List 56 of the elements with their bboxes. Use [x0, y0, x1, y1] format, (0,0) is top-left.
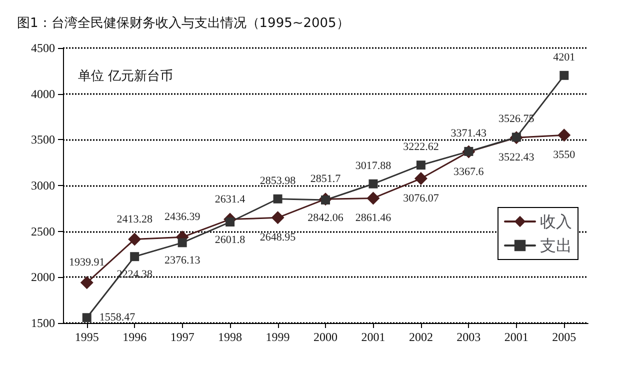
- data-label: 3222.62: [403, 141, 439, 154]
- point: [130, 252, 140, 262]
- point: [273, 194, 282, 204]
- x-tick-label: 2001: [361, 330, 386, 344]
- data-label: 2851.7: [310, 173, 342, 186]
- data-label: 2436.39: [164, 211, 201, 224]
- data-label: 2861.46: [355, 212, 392, 224]
- data-label: 2853.98: [260, 174, 296, 187]
- y-tick-label: 3500: [31, 132, 55, 147]
- y-tick-label: 4500: [31, 41, 55, 55]
- data-label: 2413.28: [116, 213, 153, 226]
- point: [414, 172, 428, 186]
- x-tick-label: 2002: [408, 330, 433, 344]
- x-tick-label: 1995: [74, 330, 99, 344]
- point: [82, 313, 92, 322]
- y-tick-label: 2500: [31, 224, 55, 238]
- annotation: 单位 亿元新台币: [78, 69, 174, 84]
- data-label: 3522.43: [498, 152, 535, 164]
- point: [416, 160, 426, 170]
- data-label: 1558.47: [99, 312, 136, 324]
- point: [80, 276, 94, 290]
- data-label: 3076.07: [403, 192, 440, 205]
- data-label: 2631.4: [214, 193, 246, 206]
- chart-title: 图1：台湾全民健保财务收入与支出情况（1995~2005）: [17, 15, 350, 31]
- data-label: 2376.13: [164, 254, 201, 267]
- point: [128, 232, 142, 246]
- point: [226, 218, 235, 226]
- y-tick-label: 3000: [31, 178, 55, 192]
- x-tick-label: 1998: [218, 330, 242, 344]
- y-tick-label: 2000: [31, 270, 55, 284]
- x-tick-label: 2001: [504, 330, 528, 344]
- point: [271, 211, 284, 224]
- data-label: 3550: [553, 149, 576, 162]
- x-tick-label: 2005: [552, 330, 576, 344]
- data-label: 3371.43: [450, 127, 488, 140]
- x-tick-label: 1999: [266, 330, 290, 344]
- legend-label: 支出: [540, 236, 572, 255]
- data-label: 2601.8: [214, 234, 246, 246]
- x-tick-label: 2003: [456, 330, 481, 344]
- y-tick-label: 4000: [31, 86, 55, 101]
- point: [560, 70, 569, 80]
- legend-label: 收入: [540, 212, 572, 231]
- data-label: 4201: [553, 51, 576, 64]
- data-label: 3017.88: [355, 160, 392, 172]
- y-tick-label: 1500: [31, 316, 55, 330]
- data-label: 1939.91: [68, 256, 105, 269]
- x-tick-label: 2000: [314, 330, 338, 344]
- data-label: 3367.6: [454, 166, 484, 178]
- x-tick-label: 1997: [170, 330, 194, 344]
- point: [558, 128, 571, 142]
- x-tick-label: 1996: [122, 330, 147, 344]
- point: [178, 238, 187, 248]
- point: [366, 192, 380, 205]
- data-label: 2842.06: [308, 212, 344, 224]
- data-label: 2648.95: [260, 232, 296, 244]
- point: [368, 179, 378, 188]
